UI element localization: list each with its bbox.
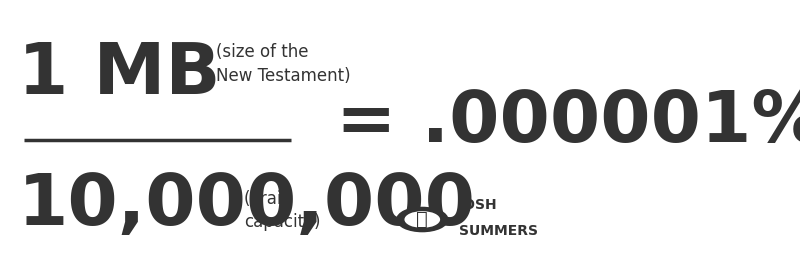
Text: ꕢ: ꕢ xyxy=(417,210,428,229)
Text: 1 MB: 1 MB xyxy=(18,40,221,109)
Text: (size of the
New Testament): (size of the New Testament) xyxy=(216,43,350,85)
Text: JOSH: JOSH xyxy=(458,198,497,212)
Text: = .000001%: = .000001% xyxy=(336,88,800,157)
Circle shape xyxy=(397,208,447,231)
Text: SUMMERS: SUMMERS xyxy=(458,224,538,238)
Text: 10,000,000: 10,000,000 xyxy=(18,171,476,240)
Text: (brain
capacity): (brain capacity) xyxy=(244,190,320,231)
Circle shape xyxy=(405,211,440,228)
